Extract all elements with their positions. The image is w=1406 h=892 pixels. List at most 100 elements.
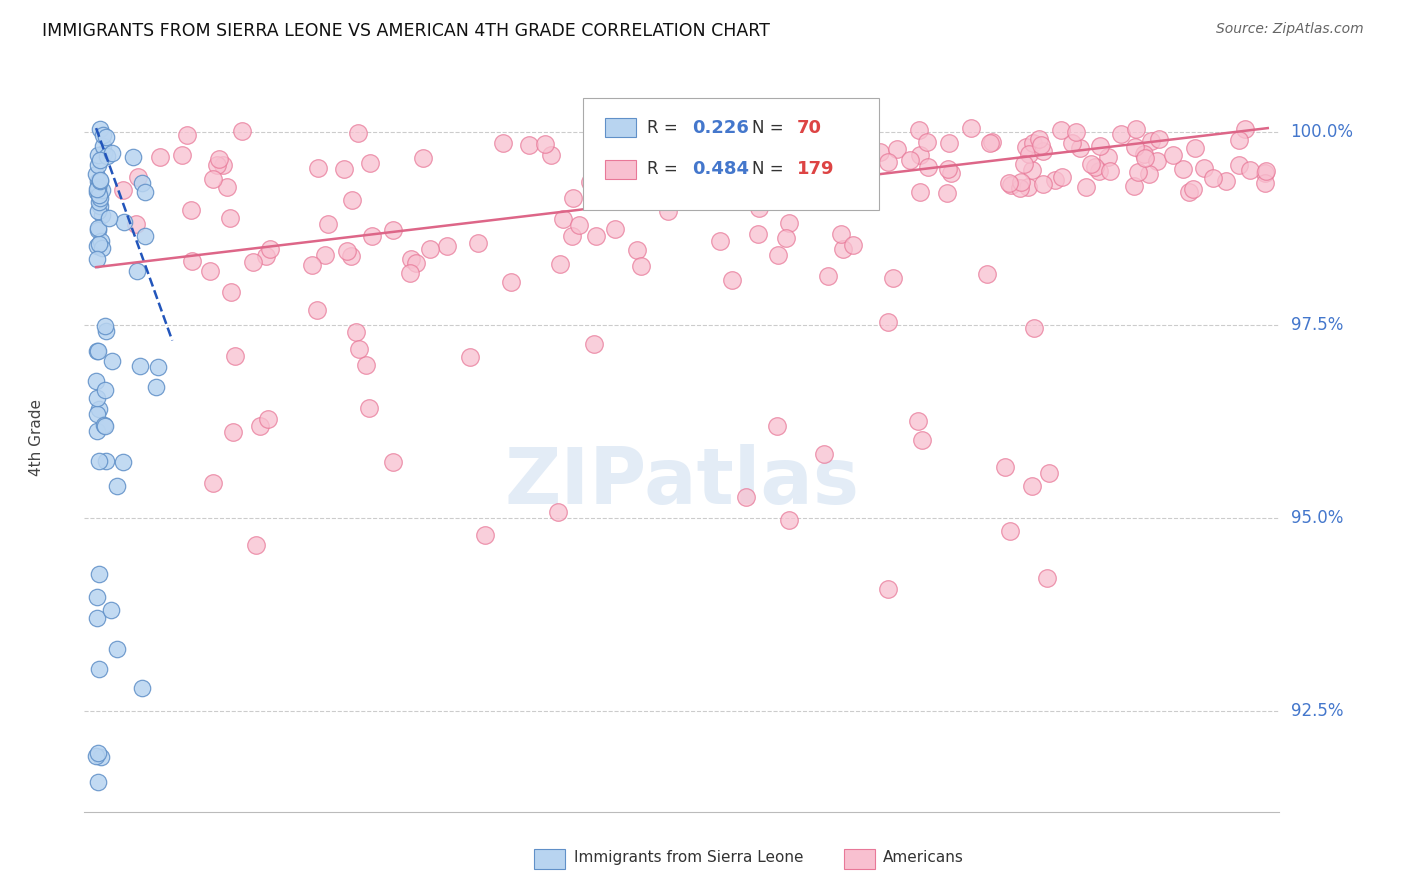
Text: R =: R = [647, 161, 683, 178]
Point [316, 218, 339, 232]
Point [979, 136, 1001, 150]
Point [550, 257, 572, 271]
Point [208, 152, 231, 166]
Point [96, 129, 118, 144]
Point [399, 252, 422, 267]
Point [382, 223, 405, 237]
Point [405, 256, 427, 270]
Point [202, 171, 225, 186]
Point [381, 455, 404, 469]
Point [344, 325, 367, 339]
Point [790, 180, 813, 194]
Point [86, 252, 108, 266]
Point [936, 162, 959, 177]
Point [1012, 157, 1035, 171]
Point [1088, 163, 1111, 178]
Point [1149, 132, 1171, 146]
Point [361, 228, 384, 243]
Point [1161, 148, 1184, 162]
Point [149, 150, 172, 164]
Point [87, 774, 110, 789]
Point [1181, 182, 1204, 196]
Point [207, 158, 229, 172]
Point [93, 128, 115, 142]
Point [224, 349, 246, 363]
Point [89, 191, 111, 205]
Point [256, 411, 278, 425]
Point [86, 180, 108, 194]
Point [907, 414, 929, 428]
Point [1036, 571, 1059, 585]
Point [219, 211, 242, 225]
Point [122, 151, 145, 165]
Point [741, 164, 763, 178]
Point [1018, 146, 1040, 161]
Point [1021, 162, 1043, 177]
Point [908, 122, 931, 136]
Point [86, 407, 108, 421]
Point [91, 183, 114, 197]
Text: 179: 179 [797, 161, 835, 178]
Point [176, 128, 198, 142]
Point [93, 419, 115, 434]
Point [1109, 128, 1132, 142]
Point [1010, 175, 1032, 189]
Point [936, 186, 959, 200]
Point [778, 216, 800, 230]
Point [93, 417, 115, 432]
Point [747, 227, 769, 242]
Point [87, 746, 110, 760]
Text: 95.0%: 95.0% [1291, 509, 1343, 527]
Point [127, 170, 149, 185]
Point [357, 401, 380, 415]
Point [96, 324, 118, 338]
Point [640, 152, 662, 166]
Point [1088, 139, 1111, 153]
Point [86, 391, 108, 405]
Text: N =: N = [752, 119, 789, 136]
Point [1028, 131, 1050, 145]
Point [86, 591, 108, 605]
Point [436, 239, 458, 253]
Point [1017, 180, 1039, 194]
Point [1069, 141, 1091, 155]
Point [87, 148, 110, 162]
Point [1021, 479, 1043, 493]
Text: ZIPatlas: ZIPatlas [505, 444, 859, 520]
Point [499, 276, 522, 290]
Point [1133, 146, 1156, 161]
Point [180, 203, 202, 218]
Point [1029, 138, 1052, 153]
Point [994, 459, 1017, 474]
Point [112, 214, 135, 228]
Point [1045, 172, 1067, 186]
Point [856, 161, 879, 176]
Point [998, 524, 1021, 538]
Text: Americans: Americans [883, 850, 965, 864]
Point [980, 135, 1002, 149]
Point [842, 238, 865, 252]
Point [86, 238, 108, 252]
Point [86, 374, 108, 388]
Point [86, 182, 108, 196]
Point [1074, 180, 1097, 194]
Point [134, 229, 156, 244]
Point [347, 127, 370, 141]
Point [766, 248, 789, 262]
Point [561, 190, 583, 204]
Point [877, 155, 900, 169]
Text: 0.484: 0.484 [692, 161, 749, 178]
Point [1032, 144, 1054, 158]
Point [87, 567, 110, 582]
Point [105, 642, 128, 657]
Point [307, 161, 329, 176]
Point [778, 513, 800, 527]
Point [90, 234, 112, 248]
Point [474, 528, 496, 542]
Point [86, 611, 108, 625]
Point [1253, 176, 1275, 190]
Point [96, 149, 118, 163]
Point [1015, 140, 1038, 154]
Point [97, 211, 120, 226]
Point [1215, 174, 1237, 188]
